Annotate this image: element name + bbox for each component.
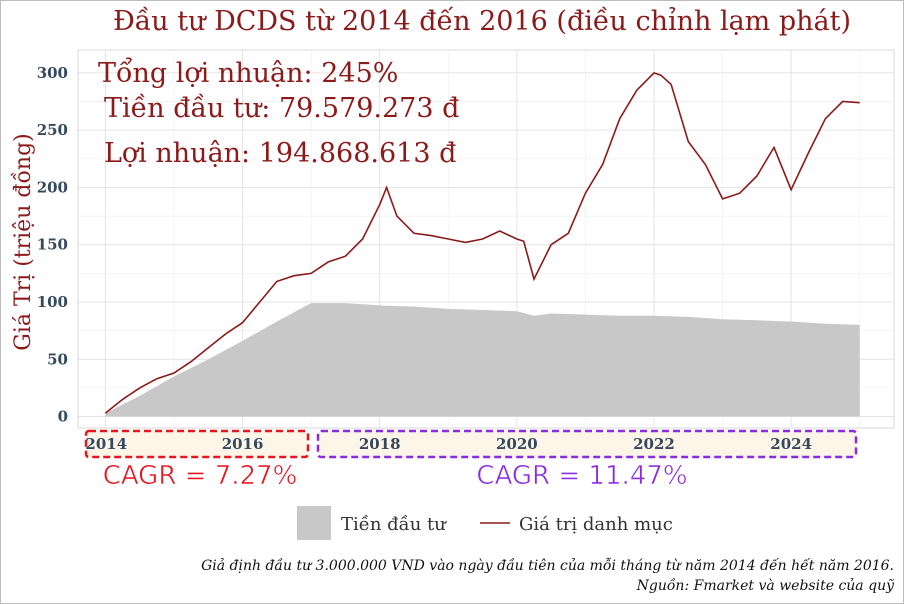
- y-tick-label: 250: [37, 121, 68, 139]
- x-tick-label: 2022: [633, 435, 675, 453]
- x-tick-label: 2018: [359, 435, 401, 453]
- x-axis-ticks: 2014 2016 2018 2020 2022 2024: [85, 435, 812, 453]
- legend-label-invested: Tiền đầu tư: [341, 514, 447, 535]
- period-box-first: [84, 429, 310, 459]
- caption-assumption: Giả định đầu tư 3.000.000 VND vào ngày đ…: [201, 557, 894, 574]
- x-tick-label: 2016: [222, 435, 264, 453]
- invested-area: [105, 303, 860, 417]
- y-axis-label: Giá Trị (triệu đồng): [10, 133, 36, 350]
- y-tick-label: 100: [37, 293, 68, 311]
- cagr-first-label: CAGR = 7.27%: [103, 461, 298, 491]
- x-tick-label: 2014: [85, 435, 127, 453]
- y-tick-label: 150: [37, 236, 68, 254]
- x-tick-label: 2024: [770, 435, 812, 453]
- y-tick-label: 200: [37, 178, 68, 196]
- total-return-annotation: Tổng lợi nhuận: 245%: [98, 56, 398, 89]
- legend-swatch-invested: [297, 506, 331, 540]
- chart-title: Đầu tư DCDS từ 2014 đến 2016 (điều chỉnh…: [113, 6, 851, 37]
- invested-annotation: Tiền đầu tư: 79.579.273 đ: [104, 93, 459, 124]
- y-tick-label: 300: [37, 64, 68, 82]
- legend: Tiền đầu tư Giá trị danh mục: [297, 506, 673, 540]
- y-tick-label: 0: [58, 408, 68, 426]
- y-tick-label: 50: [47, 350, 68, 368]
- cagr-second-label: CAGR = 11.47%: [476, 461, 687, 491]
- y-axis-ticks: 0 50 100 150 200 250 300: [37, 64, 68, 426]
- profit-annotation: Lợi nhuận: 194.868.613 đ: [104, 138, 456, 169]
- caption-source: Nguồn: Fmarket và website của quỹ: [636, 577, 895, 594]
- x-tick-label: 2020: [496, 435, 538, 453]
- period-box-second: [316, 429, 858, 459]
- legend-label-portfolio: Giá trị danh mục: [519, 514, 673, 535]
- portfolio-line: [104, 71, 860, 414]
